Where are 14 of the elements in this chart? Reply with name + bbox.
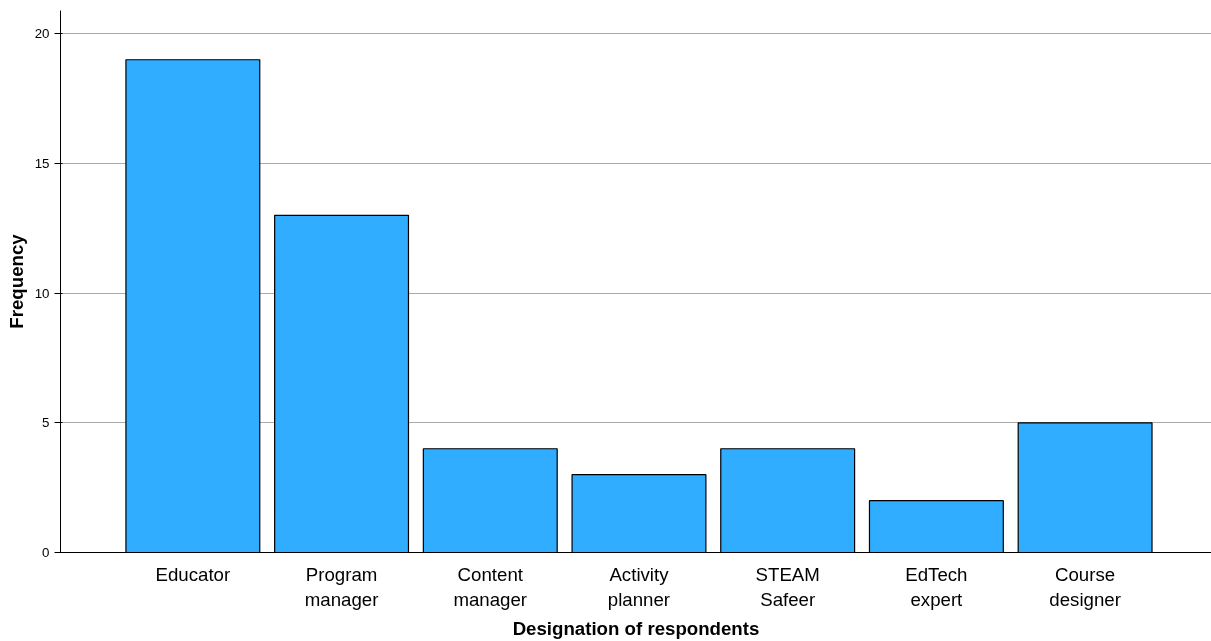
y-axis-title: Frequency [5,233,27,329]
y-tick-label: 5 [42,415,50,431]
y-tick-label: 20 [34,26,50,42]
x-tick-label: STEAM Safeer [755,563,820,610]
x-tick-label: Activity planner [607,563,671,610]
x-tick-label: Program manager [304,563,379,610]
x-tick-label: Course designer [1049,563,1121,610]
y-tick-label: 0 [42,545,50,560]
x-tick-label: Educator [155,563,231,585]
y-tick-label: 10 [34,285,50,301]
x-tick-label: Content manager [453,563,528,610]
y-tick-label: 15 [34,156,50,171]
x-tick-label: EdTech expert [905,563,968,610]
x-axis-title: Designation of respondents [512,617,760,639]
